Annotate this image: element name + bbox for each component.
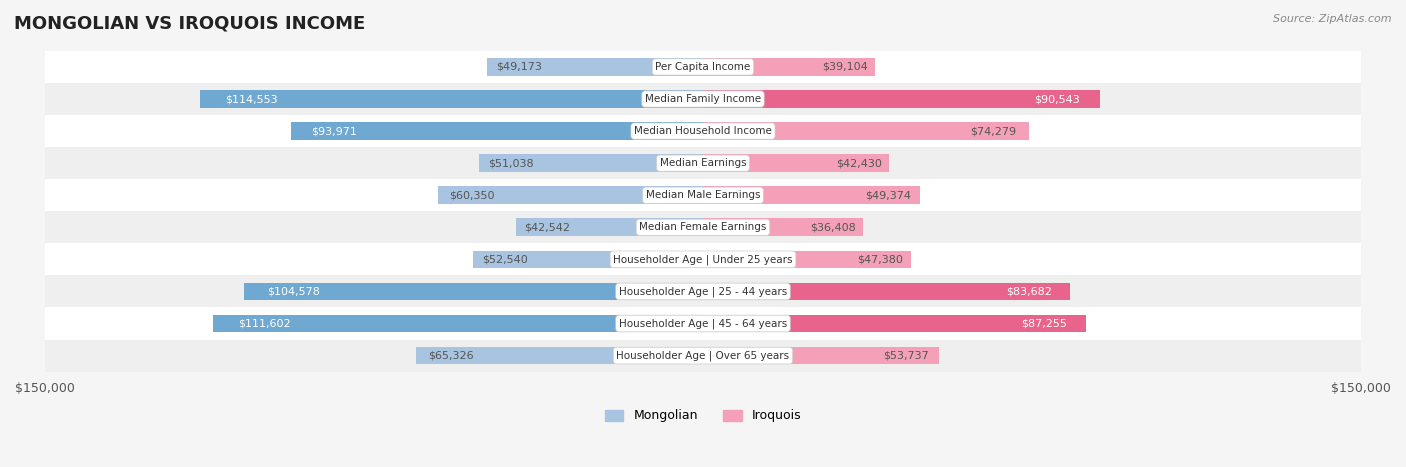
Bar (245, 283, 703, 300)
Text: $93,971: $93,971 (311, 126, 357, 136)
Text: $83,682: $83,682 (1005, 286, 1052, 297)
Bar (703, 283, 1070, 300)
Bar (703, 122, 1029, 140)
Text: Householder Age | Under 25 years: Householder Age | Under 25 years (613, 254, 793, 265)
Bar (516, 219, 703, 236)
Text: $90,543: $90,543 (1035, 94, 1080, 104)
Bar (45, 51, 1361, 83)
Text: Median Household Income: Median Household Income (634, 126, 772, 136)
Text: $49,173: $49,173 (496, 62, 541, 72)
Text: $51,038: $51,038 (488, 158, 534, 168)
Bar (45, 276, 1361, 307)
Text: $42,542: $42,542 (524, 222, 569, 232)
Bar (45, 115, 1361, 147)
Text: Source: ZipAtlas.com: Source: ZipAtlas.com (1274, 14, 1392, 24)
Bar (214, 315, 703, 333)
Text: $53,737: $53,737 (883, 351, 929, 361)
Text: Median Earnings: Median Earnings (659, 158, 747, 168)
Text: $39,104: $39,104 (823, 62, 868, 72)
Bar (703, 219, 863, 236)
Text: $42,430: $42,430 (835, 158, 882, 168)
Bar (45, 83, 1361, 115)
Text: $49,374: $49,374 (865, 190, 911, 200)
Text: $114,553: $114,553 (225, 94, 278, 104)
Text: Householder Age | 45 - 64 years: Householder Age | 45 - 64 years (619, 318, 787, 329)
Legend: Mongolian, Iroquois: Mongolian, Iroquois (600, 404, 806, 427)
Bar (291, 122, 703, 140)
Bar (416, 347, 703, 364)
Bar (703, 186, 920, 204)
Bar (472, 251, 703, 268)
Bar (201, 90, 703, 108)
Text: Householder Age | 25 - 44 years: Householder Age | 25 - 44 years (619, 286, 787, 297)
Bar (703, 154, 889, 172)
Bar (703, 315, 1085, 333)
Bar (45, 147, 1361, 179)
Text: $60,350: $60,350 (449, 190, 495, 200)
Bar (488, 58, 703, 76)
Bar (45, 179, 1361, 211)
Bar (45, 307, 1361, 340)
Bar (703, 251, 911, 268)
Text: $47,380: $47,380 (856, 255, 903, 264)
Text: Per Capita Income: Per Capita Income (655, 62, 751, 72)
Text: $111,602: $111,602 (238, 318, 291, 328)
Bar (45, 243, 1361, 276)
Text: $87,255: $87,255 (1021, 318, 1067, 328)
Text: Householder Age | Over 65 years: Householder Age | Over 65 years (616, 350, 790, 361)
Text: Median Female Earnings: Median Female Earnings (640, 222, 766, 232)
Bar (703, 90, 1101, 108)
Bar (45, 211, 1361, 243)
Bar (45, 340, 1361, 372)
Text: $74,279: $74,279 (970, 126, 1015, 136)
Text: Median Male Earnings: Median Male Earnings (645, 190, 761, 200)
Text: $104,578: $104,578 (267, 286, 321, 297)
Text: Median Family Income: Median Family Income (645, 94, 761, 104)
Text: $36,408: $36,408 (811, 222, 856, 232)
Text: MONGOLIAN VS IROQUOIS INCOME: MONGOLIAN VS IROQUOIS INCOME (14, 14, 366, 32)
Bar (703, 58, 875, 76)
Text: $65,326: $65,326 (427, 351, 474, 361)
Bar (703, 347, 939, 364)
Bar (439, 186, 703, 204)
Text: $52,540: $52,540 (482, 255, 527, 264)
Bar (479, 154, 703, 172)
